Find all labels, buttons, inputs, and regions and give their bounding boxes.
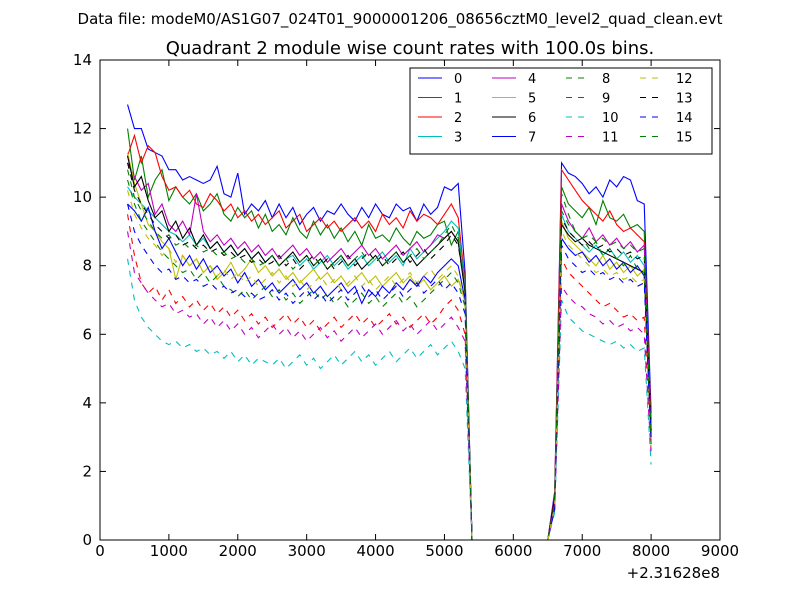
x-tick-label: 2000 xyxy=(219,542,257,560)
legend-label-3: 3 xyxy=(454,131,462,146)
chart-title: Quadrant 2 module wise count rates with … xyxy=(166,38,655,59)
y-tick-label: 6 xyxy=(82,325,92,343)
y-tick-label: 8 xyxy=(82,257,92,275)
legend-label-10: 10 xyxy=(602,111,619,126)
series-line-9 xyxy=(127,214,652,540)
legend-label-6: 6 xyxy=(528,111,536,126)
ticks-layer: 0 1000 2000 3000 4000 5000 6000 7000 8000 9000 0 2 4… xyxy=(73,51,739,560)
axes-frame xyxy=(99,59,721,541)
legend-label-12: 12 xyxy=(676,72,693,87)
x-offset-label: +2.31628e8 xyxy=(627,564,720,582)
y-tick-label: 0 xyxy=(82,531,92,549)
x-tick-label: 9000 xyxy=(701,542,739,560)
series-line-8 xyxy=(127,179,652,540)
series-line-4 xyxy=(127,162,652,540)
legend-label-2: 2 xyxy=(454,111,462,126)
series-line-6 xyxy=(127,155,652,540)
y-tick-label: 10 xyxy=(73,188,92,206)
legend-label-11: 11 xyxy=(602,131,619,146)
y-tick-label: 12 xyxy=(73,120,92,138)
legend-label-4: 4 xyxy=(528,72,536,87)
legend-label-0: 0 xyxy=(454,72,462,87)
series-line-1 xyxy=(127,128,652,540)
legend-label-13: 13 xyxy=(676,92,693,107)
series-line-10 xyxy=(127,258,652,540)
legend-label-8: 8 xyxy=(602,72,610,87)
series-layer xyxy=(127,104,652,540)
series-line-13 xyxy=(127,162,652,540)
x-tick-label: 3000 xyxy=(288,542,326,560)
legend-label-15: 15 xyxy=(676,131,693,146)
x-tick-label: 7000 xyxy=(563,542,601,560)
legend-label-5: 5 xyxy=(528,92,536,107)
legend-box xyxy=(409,67,713,155)
y-tick-label: 4 xyxy=(82,394,92,412)
figure-suptitle: Data file: modeM0/AS1G07_024T01_90000012… xyxy=(78,10,723,29)
legend-label-14: 14 xyxy=(676,111,693,126)
x-tick-label: 5000 xyxy=(425,542,463,560)
legend-label-7: 7 xyxy=(528,131,536,146)
series-line-0 xyxy=(127,104,652,540)
x-tick-label: 8000 xyxy=(632,542,670,560)
series-line-2 xyxy=(127,133,652,540)
series-line-5 xyxy=(127,152,652,540)
y-tick-label: 14 xyxy=(73,51,92,69)
series-line-7 xyxy=(127,203,652,540)
series-line-11 xyxy=(127,231,652,540)
legend-label-1: 1 xyxy=(454,92,462,107)
y-tick-label: 2 xyxy=(82,462,92,480)
x-tick-label: 4000 xyxy=(356,542,394,560)
legend-label-9: 9 xyxy=(602,92,610,107)
x-tick-label: 0 xyxy=(95,542,105,560)
x-tick-label: 6000 xyxy=(494,542,532,560)
series-line-12 xyxy=(127,190,652,540)
series-line-14 xyxy=(127,203,652,540)
x-tick-label: 1000 xyxy=(150,542,188,560)
series-line-15 xyxy=(127,169,652,540)
